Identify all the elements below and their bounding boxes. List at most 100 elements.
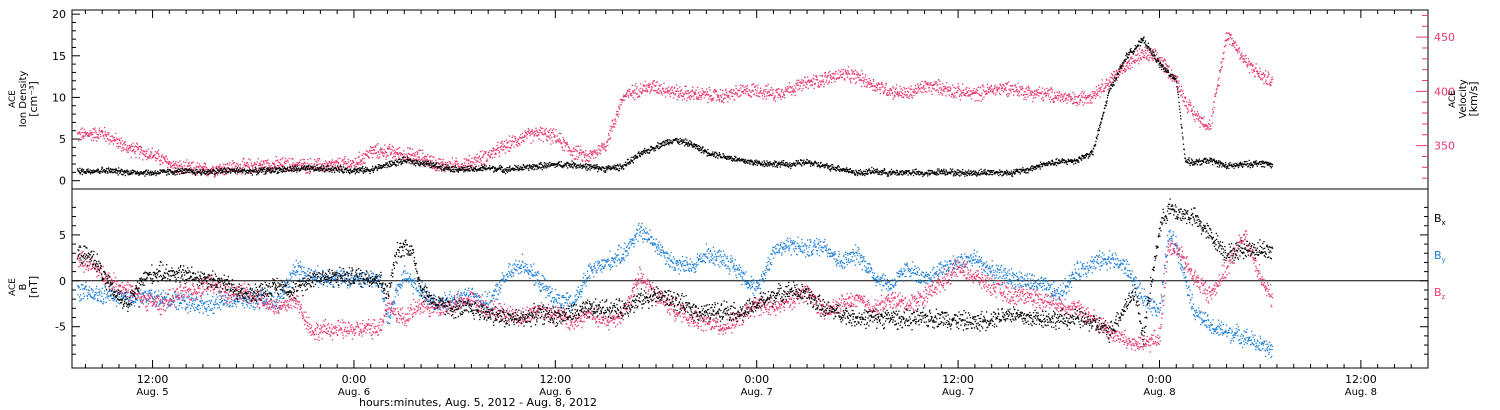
velocity-series-point xyxy=(314,159,316,161)
velocity-series-point xyxy=(117,147,119,149)
velocity-series-point xyxy=(1074,98,1076,100)
density-series-point xyxy=(571,164,573,166)
density-series-point xyxy=(269,168,271,171)
velocity-series-point xyxy=(631,84,633,87)
velocity-series-point xyxy=(1050,87,1052,89)
velocity-series-point xyxy=(852,71,854,73)
density-series-point xyxy=(682,139,684,141)
velocity-series-point xyxy=(216,165,218,167)
density-series-point xyxy=(567,162,569,164)
velocity-series-point xyxy=(636,86,638,88)
velocity-series-point xyxy=(256,168,258,170)
velocity-series-point xyxy=(90,139,92,141)
velocity-series-point xyxy=(826,75,828,77)
velocity-series-point xyxy=(828,72,830,74)
velocity-series-point xyxy=(904,88,906,90)
density-series-point xyxy=(150,171,152,173)
density-series-point xyxy=(89,171,91,173)
velocity-series-point xyxy=(273,163,275,165)
density-series-point xyxy=(485,168,487,170)
velocity-series-point xyxy=(604,146,606,148)
velocity-series-point xyxy=(880,83,883,85)
velocity-series-point xyxy=(316,161,318,163)
density-series-point xyxy=(380,164,382,167)
density-series-point xyxy=(658,147,661,149)
velocity-series-point xyxy=(1208,123,1210,126)
velocity-series-point xyxy=(129,146,131,148)
velocity-series-point xyxy=(585,159,588,161)
velocity-series-point xyxy=(1072,103,1075,105)
velocity-series-point xyxy=(388,147,390,149)
velocity-series-point xyxy=(567,150,569,152)
velocity-series-point xyxy=(1240,54,1242,56)
velocity-series-point xyxy=(613,126,615,128)
velocity-series-point xyxy=(408,153,410,155)
velocity-series-point xyxy=(789,86,791,88)
velocity-series-point xyxy=(172,160,174,163)
velocity-series-point xyxy=(933,84,935,86)
density-series-point xyxy=(694,143,696,146)
density-series-point xyxy=(436,167,438,170)
velocity-series-point xyxy=(551,129,554,132)
velocity-series-point xyxy=(953,92,956,94)
density-series-point xyxy=(387,165,389,167)
velocity-series-point xyxy=(897,94,899,96)
density-series-point xyxy=(246,172,249,174)
density-series-point xyxy=(145,170,147,172)
velocity-series-point xyxy=(660,91,663,93)
velocity-series-point xyxy=(561,147,564,149)
velocity-series-point xyxy=(539,129,541,132)
velocity-series-point xyxy=(355,166,358,168)
velocity-series-point xyxy=(715,91,717,93)
velocity-series-point xyxy=(936,84,939,86)
velocity-series-point xyxy=(969,90,972,92)
density-series-point xyxy=(408,159,410,161)
velocity-series-point xyxy=(1076,102,1078,104)
density-series-point xyxy=(550,163,552,166)
velocity-series-point xyxy=(721,100,723,102)
velocity-series-point xyxy=(661,94,663,96)
velocity-series-point xyxy=(799,85,801,87)
density-series-point xyxy=(141,171,143,174)
velocity-series-point xyxy=(1230,34,1232,36)
velocity-series-point xyxy=(592,157,595,159)
density-series-point xyxy=(491,167,493,170)
velocity-series-point xyxy=(912,88,914,91)
density-series-point xyxy=(269,169,272,171)
velocity-series-point xyxy=(95,132,97,134)
velocity-series-point xyxy=(414,153,416,155)
density-series-point xyxy=(684,141,686,143)
velocity-series-point xyxy=(335,160,337,162)
velocity-series-point xyxy=(281,165,283,167)
velocity-series-point xyxy=(284,160,286,162)
velocity-series-point xyxy=(473,157,475,159)
velocity-series-point xyxy=(625,95,627,98)
velocity-series-point xyxy=(102,130,104,132)
density-series-point xyxy=(300,169,302,171)
velocity-series-point xyxy=(885,82,887,84)
density-series-point xyxy=(250,169,252,171)
density-series-point xyxy=(118,170,121,172)
density-series-point xyxy=(430,164,432,166)
velocity-series-point xyxy=(455,163,457,165)
velocity-series-point xyxy=(815,78,817,81)
velocity-series-point xyxy=(106,133,108,136)
density-series-point xyxy=(458,169,460,171)
density-series-point xyxy=(359,169,361,171)
density-series-point xyxy=(678,141,681,143)
density-series-point xyxy=(220,172,222,174)
density-series-point xyxy=(696,144,698,146)
velocity-series-point xyxy=(502,149,504,151)
density-series-point xyxy=(507,169,509,171)
density-series-point xyxy=(78,170,80,172)
velocity-series-point xyxy=(291,167,294,169)
velocity-series-point xyxy=(1242,61,1244,63)
density-series-point xyxy=(135,173,137,175)
velocity-series-point xyxy=(184,172,186,174)
density-series-point xyxy=(265,170,267,172)
density-series-point xyxy=(307,168,309,171)
density-series-point xyxy=(93,170,95,172)
density-series-point xyxy=(397,160,399,162)
density-series-point xyxy=(677,142,679,145)
velocity-series-point xyxy=(496,144,498,147)
